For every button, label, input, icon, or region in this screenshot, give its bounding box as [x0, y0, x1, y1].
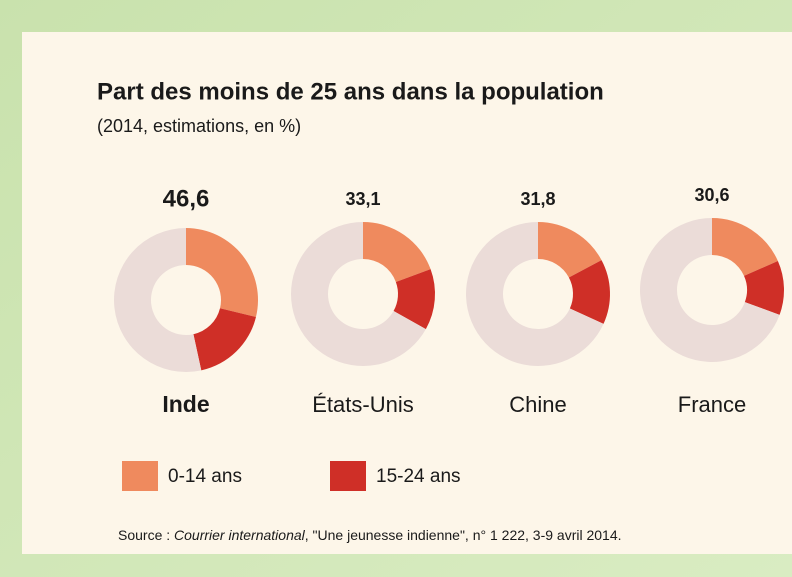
legend-label: 0-14 ans: [168, 466, 242, 487]
total-label: 33,1: [345, 189, 380, 209]
donut-segment: [363, 222, 431, 282]
donut-segment: [193, 308, 256, 371]
donut-segment: [712, 218, 778, 276]
legend-swatch: [122, 461, 158, 491]
donut-segment: [186, 228, 258, 318]
category-label: États-Unis: [312, 392, 413, 417]
legend-swatch: [330, 461, 366, 491]
donut-segment: [393, 269, 435, 330]
donut-segment: [568, 260, 611, 324]
legend-label: 15-24 ans: [376, 466, 461, 487]
donut-rest: [640, 218, 780, 362]
donut-rest: [113, 228, 202, 372]
category-label: Chine: [509, 392, 566, 417]
chart-subtitle: (2014, estimations, en %): [97, 116, 301, 136]
source-part: , "Une jeunesse indienne", n° 1 222, 3-9…: [305, 527, 622, 543]
category-label: France: [678, 392, 746, 417]
total-label: 30,6: [694, 185, 729, 205]
chart-title: Part des moins de 25 ans dans la populat…: [97, 78, 604, 105]
total-label: 31,8: [520, 189, 555, 209]
donut-rest: [291, 222, 426, 366]
category-label: Inde: [162, 391, 209, 417]
donut-segment: [744, 260, 784, 315]
source: Source : Courrier international, "Une je…: [118, 527, 622, 543]
source-part: Courrier international: [174, 527, 306, 543]
source-part: Source :: [118, 527, 174, 543]
total-label: 46,6: [163, 185, 210, 212]
donut-rest: [466, 222, 604, 366]
donut-segment: [538, 222, 602, 278]
